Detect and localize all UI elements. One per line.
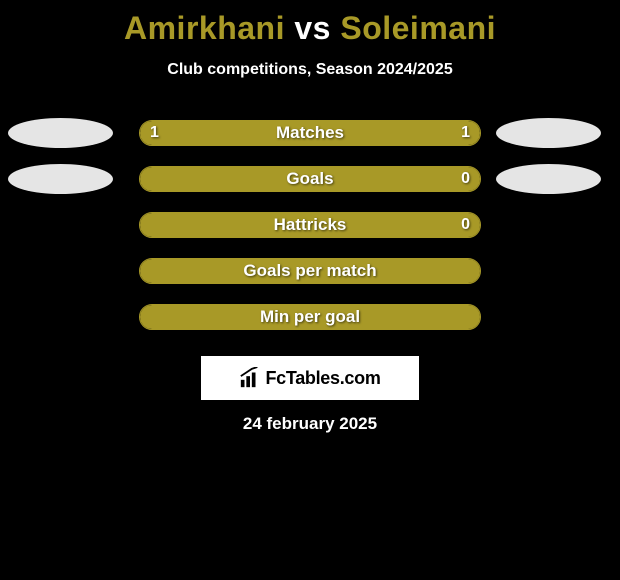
stat-row: Hattricks0 (0, 202, 620, 248)
competition-subtitle: Club competitions, Season 2024/2025 (0, 61, 620, 79)
stat-bar: Matches11 (139, 120, 481, 146)
comparison-title: Amirkhani vs Soleimani (0, 0, 620, 47)
stat-row: Matches11 (0, 110, 620, 156)
title-vs: vs (294, 10, 331, 46)
title-player-right: Soleimani (340, 10, 496, 46)
stat-bar: Hattricks0 (139, 212, 481, 238)
stat-bar-left-fill (140, 213, 480, 237)
stat-row: Goals per match (0, 248, 620, 294)
stat-bar-left-fill (140, 121, 310, 145)
stats-container: Matches11 Goals0 Hattricks0 Goals per match… (0, 110, 620, 434)
snapshot-date: 24 february 2025 (0, 414, 620, 434)
brand-badge[interactable]: FcTables.com (201, 356, 419, 400)
brand-text: FcTables.com (265, 368, 380, 389)
stat-row: Min per goal (0, 294, 620, 340)
stat-bar: Goals0 (139, 166, 481, 192)
stat-bar-left-fill (140, 167, 480, 191)
stat-bar: Min per goal (139, 304, 481, 330)
player-right-marker (496, 164, 601, 194)
player-left-marker (8, 164, 113, 194)
player-left-marker (8, 118, 113, 148)
stat-bar-left-fill (140, 305, 480, 329)
title-player-left: Amirkhani (124, 10, 285, 46)
stat-bar: Goals per match (139, 258, 481, 284)
stat-row: Goals0 (0, 156, 620, 202)
stat-bar-right-fill (310, 121, 480, 145)
stat-bar-left-fill (140, 259, 480, 283)
bar-chart-icon (239, 367, 261, 389)
player-right-marker (496, 118, 601, 148)
